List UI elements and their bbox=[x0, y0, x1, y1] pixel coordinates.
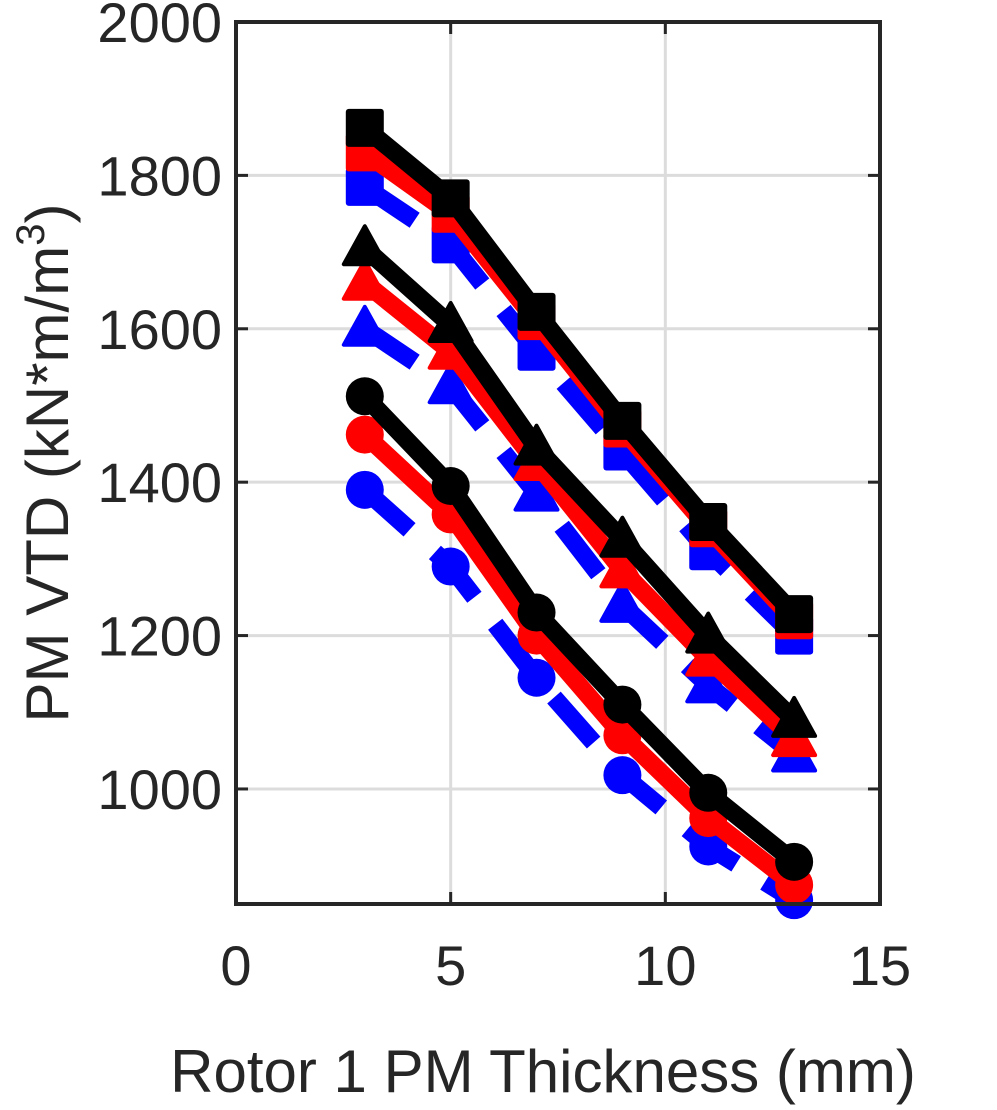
x-tick-label: 0 bbox=[220, 934, 251, 997]
data-point bbox=[603, 685, 642, 724]
data-point bbox=[517, 292, 556, 331]
data-point bbox=[599, 515, 646, 558]
data-point bbox=[599, 580, 646, 623]
y-axis-title-suffix: ) bbox=[14, 204, 81, 224]
data-point bbox=[689, 773, 728, 812]
data-point bbox=[775, 842, 814, 881]
data-point bbox=[513, 469, 560, 512]
data-point bbox=[345, 470, 384, 509]
y-tick-label: 1800 bbox=[97, 144, 222, 207]
y-tick-label: 1200 bbox=[97, 605, 222, 668]
data-point bbox=[685, 611, 732, 654]
data-point bbox=[517, 593, 556, 632]
data-point bbox=[775, 595, 814, 634]
series-square-solid bbox=[345, 108, 814, 634]
tick-labels: 0 5 10 15 1000 1200 1400 1600 1800 2000 bbox=[97, 0, 911, 997]
data-point bbox=[689, 827, 728, 866]
data-point bbox=[599, 546, 646, 589]
series-circle-dashed bbox=[345, 470, 814, 920]
data-point bbox=[427, 362, 474, 405]
y-axis-title: PM VTD (kN*m/m3) bbox=[9, 204, 81, 723]
data-point bbox=[685, 661, 732, 704]
axis-ticks bbox=[234, 20, 882, 904]
series-circle-solid bbox=[345, 377, 814, 881]
data-point bbox=[345, 377, 384, 416]
data-point bbox=[345, 108, 384, 147]
data-point bbox=[431, 547, 470, 586]
series-triangle-solid bbox=[341, 224, 818, 738]
data-point bbox=[771, 695, 818, 738]
y-tick-label: 2000 bbox=[97, 0, 222, 54]
data-point bbox=[431, 179, 470, 218]
x-axis-title: Rotor 1 PM Thickness (mm) bbox=[170, 1038, 916, 1105]
y-tick-label: 1400 bbox=[97, 451, 222, 514]
y-axis-title-main: PM VTD (kN*m/m bbox=[14, 246, 81, 723]
y-tick-label: 1000 bbox=[97, 758, 222, 821]
data-point bbox=[341, 258, 388, 301]
data-point bbox=[341, 304, 388, 347]
data-point bbox=[427, 300, 474, 343]
data-point bbox=[603, 756, 642, 795]
data-point bbox=[431, 467, 470, 506]
x-tick-label: 5 bbox=[435, 934, 466, 997]
y-tick-label: 1600 bbox=[97, 298, 222, 361]
series-square-dashed bbox=[345, 167, 814, 655]
data-point bbox=[603, 401, 642, 440]
data-point bbox=[341, 224, 388, 267]
x-tick-label: 15 bbox=[849, 934, 911, 997]
data-point bbox=[513, 423, 560, 466]
x-tick-label: 10 bbox=[634, 934, 696, 997]
y-axis-title-superscript: 3 bbox=[9, 224, 53, 246]
data-point bbox=[345, 167, 384, 206]
data-point bbox=[345, 415, 384, 454]
series-layer bbox=[341, 108, 818, 920]
data-point bbox=[689, 503, 728, 542]
plot-frame bbox=[234, 20, 882, 906]
data-point bbox=[517, 658, 556, 697]
